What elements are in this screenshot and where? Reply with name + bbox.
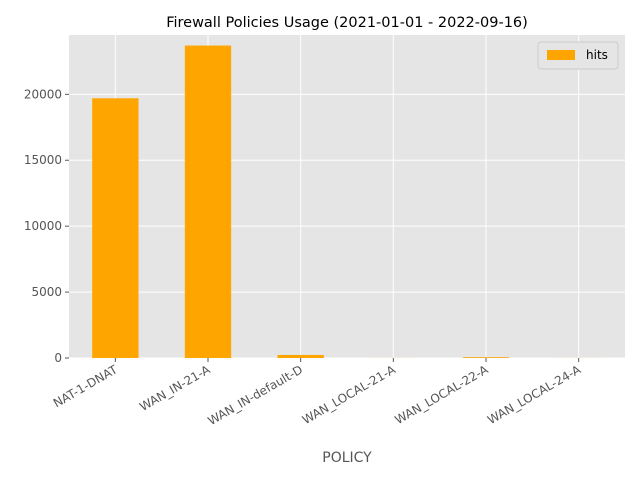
- bar: [462, 357, 510, 358]
- x-tick-label: NAT-1-DNAT: [51, 362, 121, 410]
- legend-swatch: [547, 50, 575, 60]
- y-axis-ticks: 0 5000 10000 15000 20000: [24, 87, 69, 365]
- x-axis-ticks: NAT-1-DNAT WAN_IN-21-AWAN_IN-default-DWAN…: [51, 358, 584, 428]
- chart-title: Firewall Policies Usage (2021-01-01 - 20…: [166, 15, 528, 31]
- y-tick-label: 15000: [24, 153, 62, 167]
- x-tick-label: WAN_IN-default-D: [205, 362, 305, 428]
- y-tick-label: 0: [54, 351, 62, 365]
- bar: [184, 45, 232, 359]
- bar: [277, 354, 324, 358]
- x-axis-label: POLICY: [322, 450, 372, 466]
- x-tick-label: WAN_LOCAL-24-A: [485, 362, 584, 427]
- y-tick-label: 20000: [24, 87, 62, 101]
- x-tick-label: WAN_IN-21-A: [137, 362, 213, 414]
- bars: [92, 45, 602, 359]
- legend-box: [537, 41, 619, 70]
- legend-label: hits: [586, 48, 608, 62]
- bar: [92, 98, 139, 359]
- y-tick-label: 10000: [24, 219, 62, 233]
- x-tick-label: WAN_LOCAL-22-A: [393, 362, 492, 427]
- plot-area: [69, 35, 625, 358]
- x-tick-label: WAN_LOCAL-21-A: [300, 362, 399, 427]
- legend: hits: [537, 41, 619, 70]
- y-tick-label: 5000: [31, 285, 62, 299]
